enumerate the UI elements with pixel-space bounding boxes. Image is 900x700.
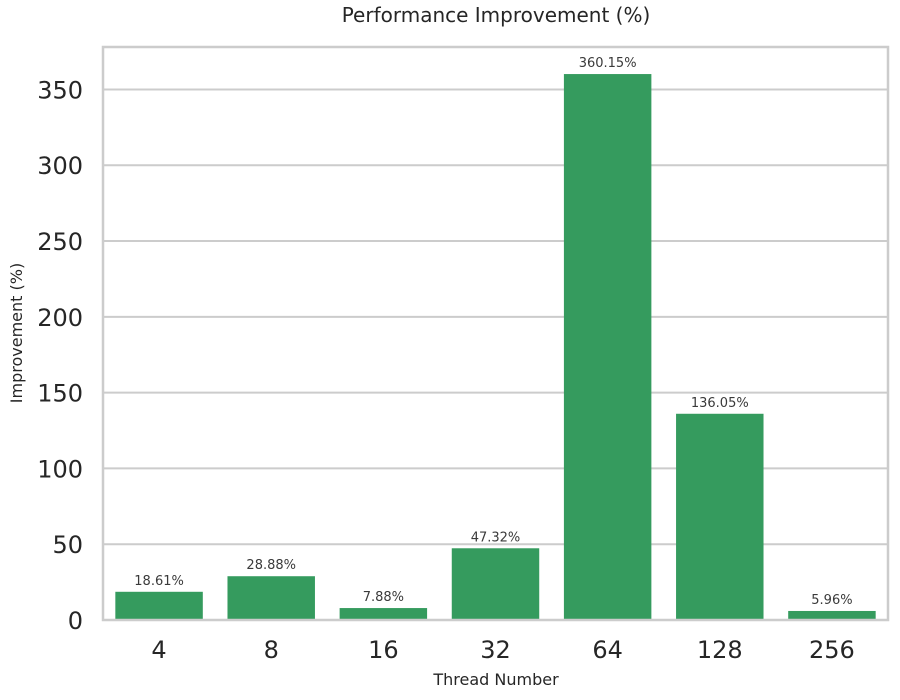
bar-value-label: 136.05% (691, 396, 749, 411)
y-tick-label: 200 (37, 304, 83, 332)
y-tick-label: 50 (52, 531, 83, 559)
x-tick-label: 128 (697, 636, 743, 664)
chart-title: Performance Improvement (%) (342, 3, 651, 27)
bar-value-label: 47.32% (471, 530, 521, 545)
bar-value-label: 7.88% (363, 590, 404, 605)
y-tick-label: 100 (37, 455, 83, 483)
y-tick-label: 250 (37, 228, 83, 256)
bar-value-label: 360.15% (579, 56, 637, 71)
x-tick-label: 64 (592, 636, 623, 664)
bar-value-label: 5.96% (811, 593, 852, 608)
data-labels: 18.61% 28.88% 7.88% 47.32% 360.15% 136.05% 5.9… (134, 56, 852, 608)
y-tick-label: 150 (37, 380, 83, 408)
x-tick-label: 8 (264, 636, 279, 664)
bar (563, 74, 652, 620)
bar (339, 608, 428, 620)
y-tick-labels: 0 50 100 150 200 250 300 350 (37, 76, 83, 635)
y-axis-label: Improvement (%) (7, 263, 26, 403)
bar (227, 576, 315, 620)
bar (788, 610, 876, 620)
y-tick-label: 350 (37, 76, 83, 104)
bar (115, 591, 203, 620)
x-axis-label: Thread Number (432, 670, 559, 689)
bar (451, 548, 540, 620)
x-tick-label: 4 (151, 636, 166, 664)
plot-frame (101, 45, 890, 622)
x-tick-label: 16 (368, 636, 399, 664)
y-tick-label: 0 (68, 607, 83, 635)
x-tick-label: 256 (809, 636, 855, 664)
bar-value-label: 28.88% (246, 558, 296, 573)
x-tick-labels: 4 8 16 32 64 128 256 (151, 636, 854, 664)
y-tick-label: 300 (37, 152, 83, 180)
x-tick-label: 32 (480, 636, 511, 664)
bar-value-label: 18.61% (134, 574, 184, 589)
y-gridlines (103, 88, 888, 546)
bars (115, 74, 876, 620)
bar (676, 413, 764, 620)
